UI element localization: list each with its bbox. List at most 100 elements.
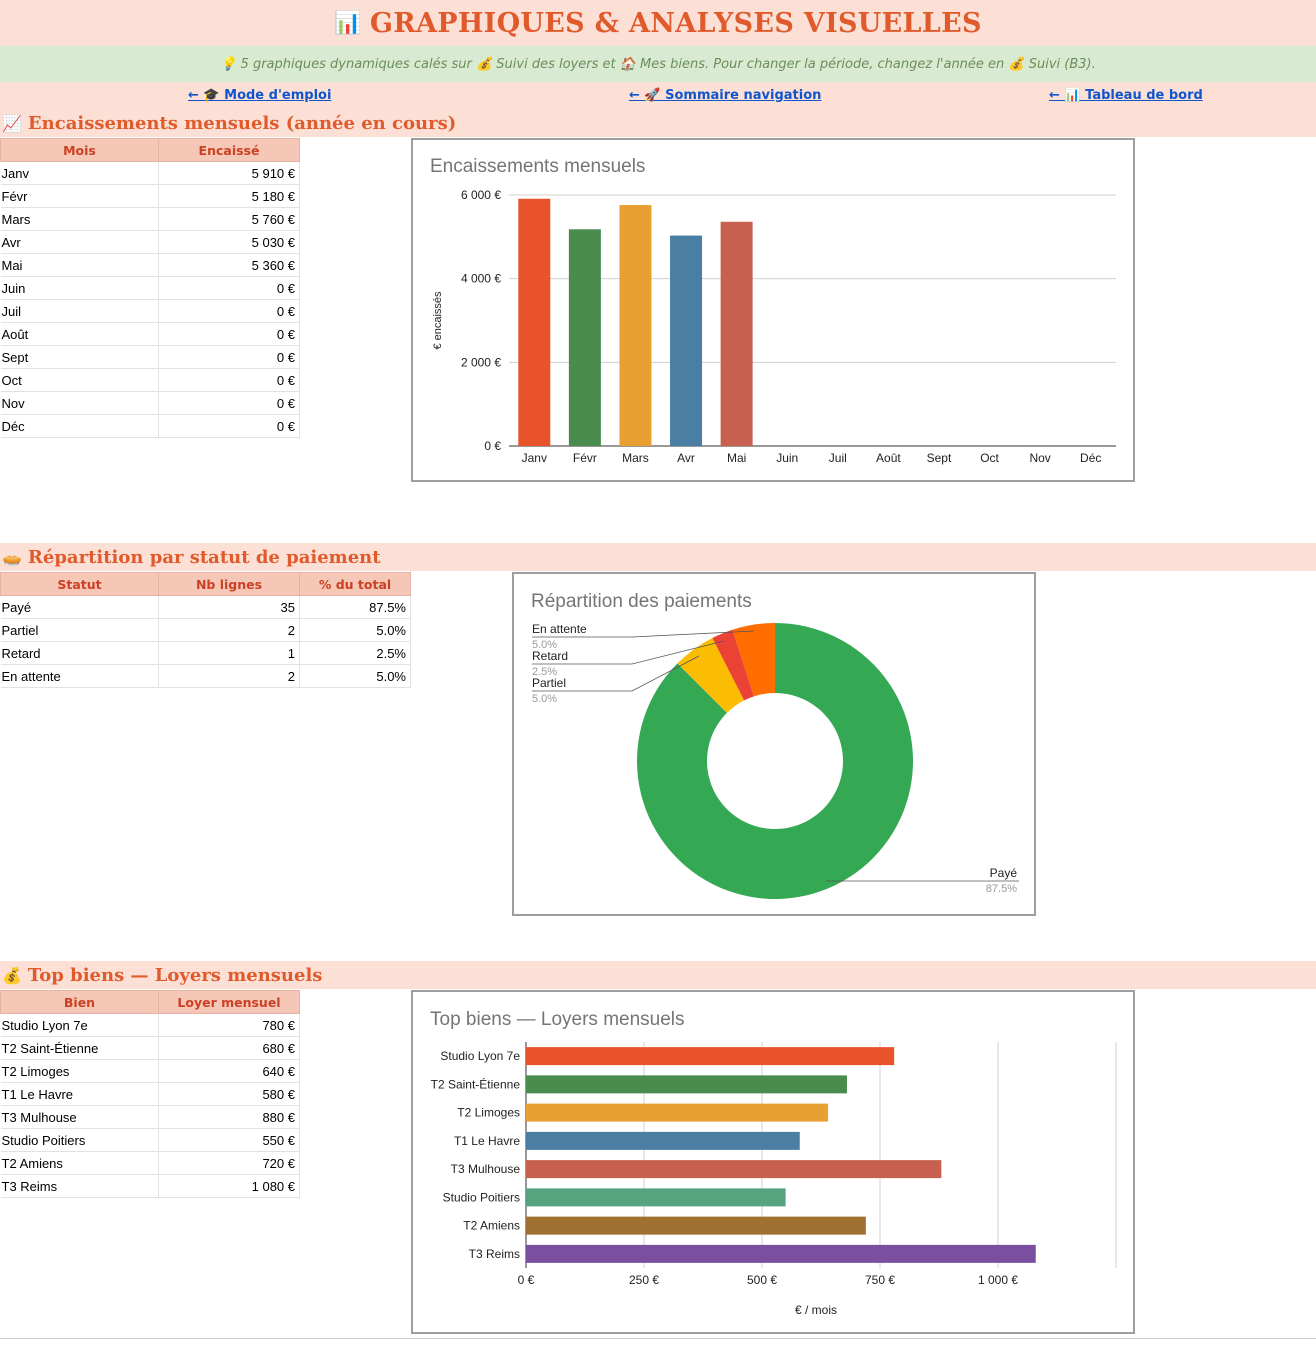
section-bar-top-biens [0,961,1316,989]
table-row: T2 Limoges 640 € [0,1059,300,1083]
cell-bien: Studio Poitiers [0,1128,159,1152]
slice-pct: 87.5% [986,883,1017,895]
leader-line [532,655,700,692]
y-tick-label: 0 € [484,439,501,453]
line-chart-icon: 📈 [2,113,22,133]
cell-bien: T1 Le Havre [0,1082,159,1106]
x-tick-label: Août [876,451,901,465]
section-title-repartition: 🥧 Répartition par statut de paiement [2,543,381,571]
column-header-nb-lignes: Nb lignes [158,572,300,596]
x-tick-label: Avr [677,451,695,465]
table-row: T1 Le Havre 580 € [0,1082,300,1106]
column-header-encaisse: Encaissé [158,138,300,162]
bar [526,1216,866,1235]
y-tick-label: T2 Limoges [457,1106,520,1120]
table-row: Payé 35 87.5% [0,595,411,619]
page-subtitle: 💡 5 graphiques dynamiques calés sur 💰 Su… [220,56,1096,72]
x-tick-label: 750 € [865,1273,895,1287]
pie-slice [732,623,775,697]
table-row: T2 Saint-Étienne 680 € [0,1036,300,1060]
nav-bar [0,82,1316,109]
section-title-encaissements: 📈 Encaissements mensuels (année en cours… [2,109,456,137]
x-tick-label: Oct [980,451,999,465]
cell-loyer: 880 € [158,1105,300,1129]
y-tick-label: T1 Le Havre [454,1134,520,1148]
cell-statut: Payé [0,595,159,619]
table-row: Studio Lyon 7e 780 € [0,1013,300,1037]
table-row: T3 Reims 1 080 € [0,1174,300,1198]
cell-mois: Mai [0,253,159,277]
table-row: Janv 5 910 € [0,161,300,185]
cell-encaisse: 5 360 € [158,253,300,277]
slice-label: En attente [532,622,587,636]
cell-encaisse: 5 910 € [158,161,300,185]
table-encaissements: Mois Encaissé Janv 5 910 € Févr 5 180 € Mars… [0,138,300,438]
table-row: Studio Poitiers 550 € [0,1128,300,1152]
cell-encaisse: 5 180 € [158,184,300,208]
bottom-divider [0,1338,1316,1339]
x-tick-label: Déc [1080,451,1101,465]
bar [526,1075,847,1094]
cell-mois: Févr [0,184,159,208]
chart-top-biens: Top biens — Loyers mensuels 0 € 250 € 500 … [411,990,1135,1334]
nav-link-mode-emploi[interactable]: ← 🎓 Mode d'emploi [188,88,332,103]
bar [526,1244,1036,1263]
cell-loyer: 680 € [158,1036,300,1060]
cell-nb-lignes: 1 [158,641,300,665]
leader-line [532,640,725,665]
x-tick-label: Nov [1029,451,1050,465]
money-bag-icon: 💰 [2,965,22,985]
table-row: T3 Mulhouse 880 € [0,1105,300,1129]
cell-bien: Studio Lyon 7e [0,1013,159,1037]
cell-pct: 87.5% [299,595,411,619]
table-row: Févr 5 180 € [0,184,300,208]
chart-title: Top biens — Loyers mensuels [430,1009,685,1030]
table-row: Juin 0 € [0,276,300,300]
y-tick-label: Studio Lyon 7e [440,1049,520,1063]
chart-top-biens-svg: 0 € 250 € 500 € 750 € 1 000 € Studio Lyon 7e T… [431,1042,1117,1317]
cell-statut: En attente [0,664,159,688]
x-tick-label: 250 € [629,1273,659,1287]
title-bar [0,0,1316,46]
cell-mois: Oct [0,368,159,392]
pie-slice [712,629,754,701]
bar [526,1188,786,1207]
cell-encaisse: 0 € [158,391,300,415]
x-tick-label: Juil [829,451,847,465]
y-axis-label: € encaissés [432,291,444,350]
x-tick-label: Mars [622,451,649,465]
x-tick-label: Juin [776,451,798,465]
pie-icon: 🥧 [2,547,22,567]
bar [526,1103,829,1122]
table-row: Nov 0 € [0,391,300,415]
table-row: Mars 5 760 € [0,207,300,231]
table-row: Partiel 2 5.0% [0,618,411,642]
page-title-text: GRAPHIQUES & ANALYSES VISUELLES [369,7,982,39]
y-tick-label: 6 000 € [461,188,501,202]
subtitle-bar [0,46,1316,82]
table-row: Avr 5 030 € [0,230,300,254]
bar [526,1131,800,1150]
leader-line [532,630,755,638]
cell-statut: Partiel [0,618,159,642]
nav-link-tableau-de-bord[interactable]: ← 📊 Tableau de bord [1049,88,1203,103]
chart-encaissements-svg: 0 € 2 000 € 4 000 € 6 000 € Janv Févr Mars Avr M… [432,188,1116,465]
slice-label: Payé [990,866,1018,880]
slice-pct: 5.0% [532,693,557,705]
section-title-text: Encaissements mensuels (année en cours) [27,112,457,134]
table-row: En attente 2 5.0% [0,664,411,688]
table-row: T2 Amiens 720 € [0,1151,300,1175]
column-header-bien: Bien [0,990,159,1014]
nav-link-sommaire[interactable]: ← 🚀 Sommaire navigation [629,88,822,103]
x-tick-label: 1 000 € [978,1273,1018,1287]
section-title-text: Top biens — Loyers mensuels [27,964,323,986]
slice-label: Partiel [532,676,566,690]
chart-repartition-svg: En attente5.0%Retard2.5%Partiel5.0%Payé8… [532,622,1019,899]
cell-nb-lignes: 35 [158,595,300,619]
x-tick-label: Févr [573,451,597,465]
y-tick-label: T2 Saint-Étienne [431,1076,521,1091]
column-header-pct: % du total [299,572,411,596]
cell-encaisse: 0 € [158,414,300,438]
cell-loyer: 720 € [158,1151,300,1175]
x-tick-label: 0 € [518,1273,535,1287]
